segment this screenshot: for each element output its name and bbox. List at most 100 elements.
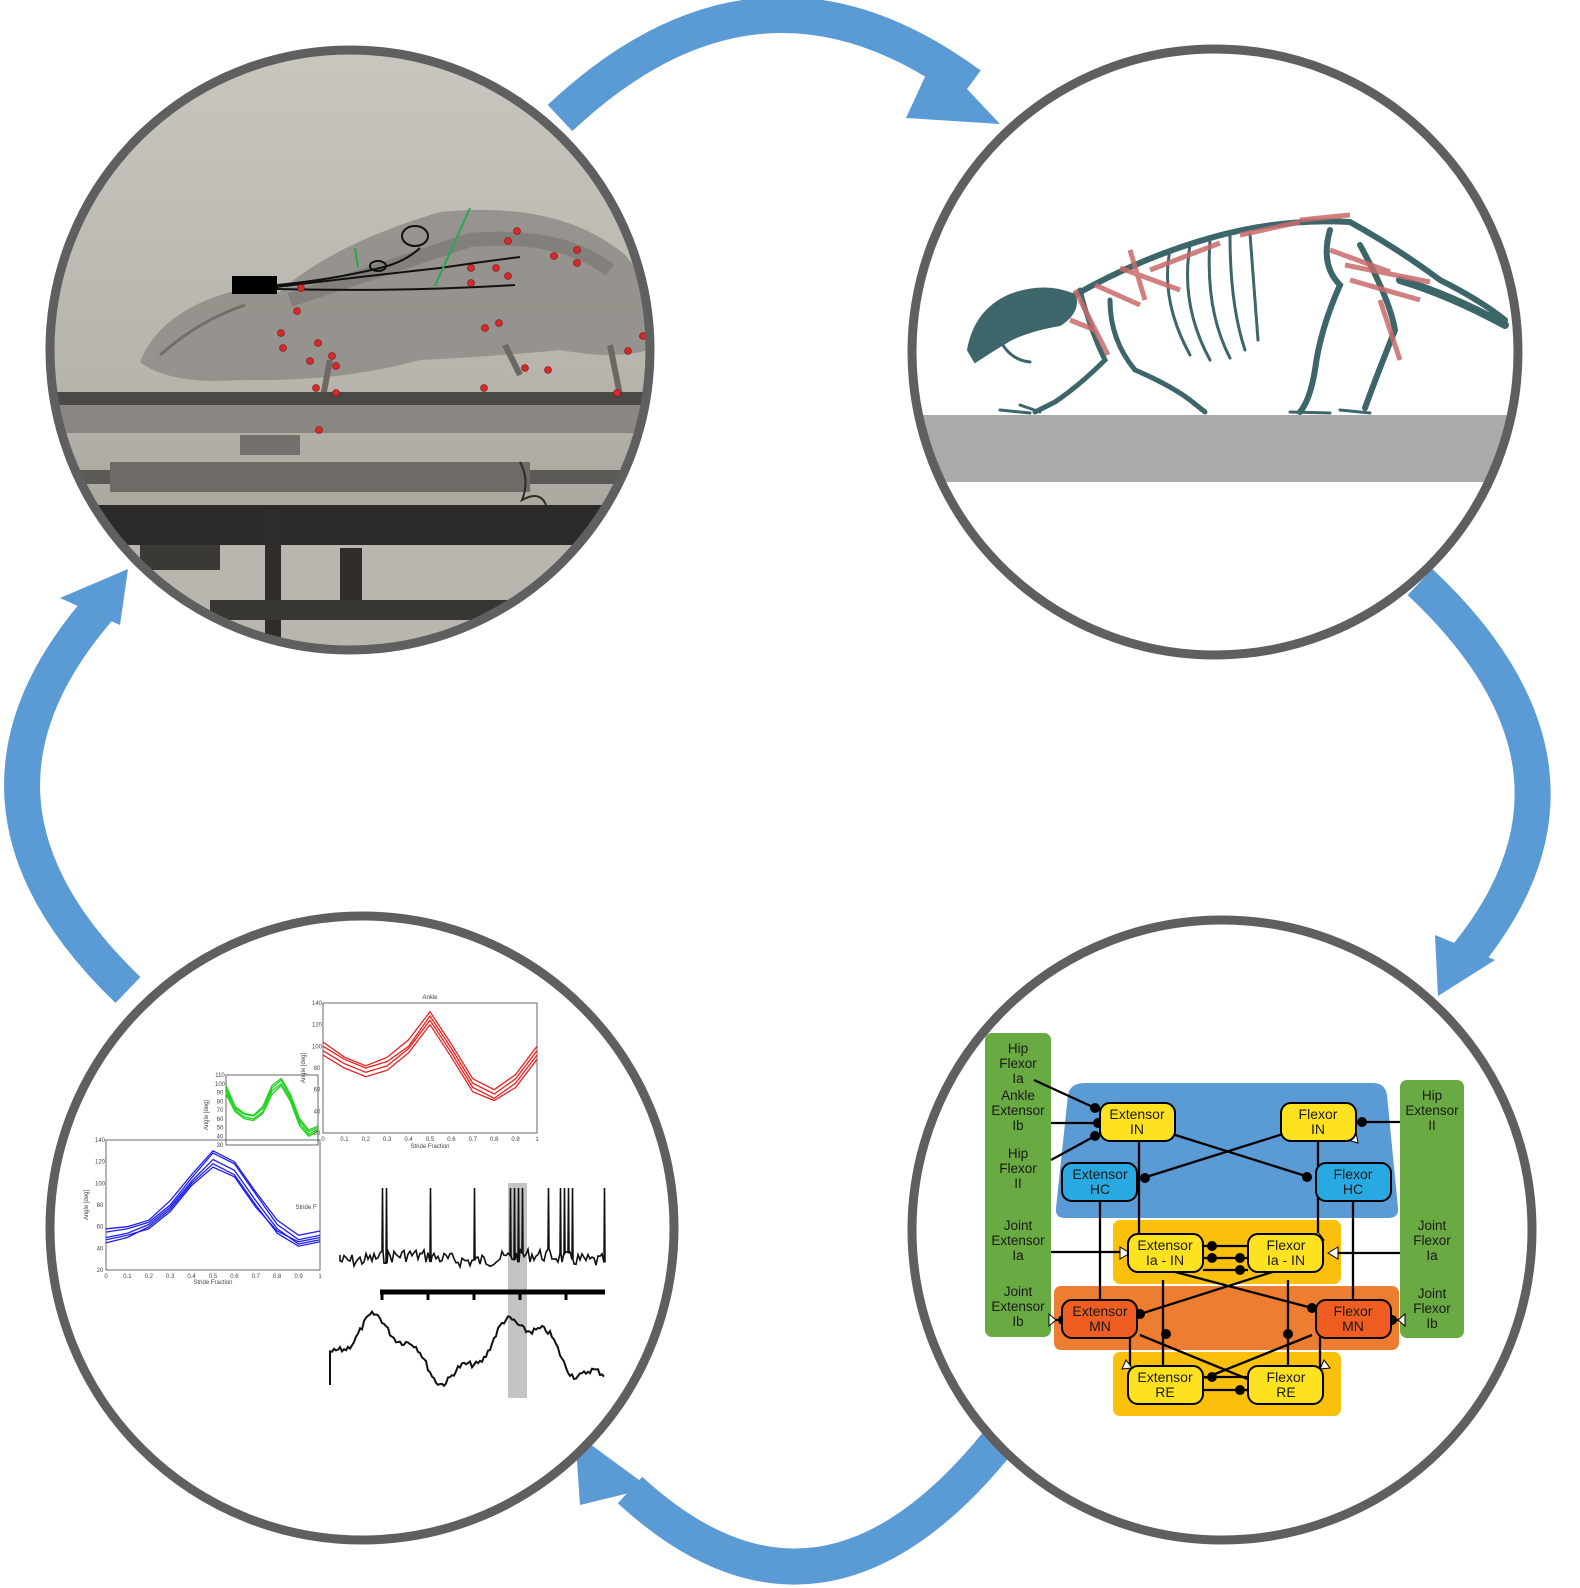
series-line-0 <box>225 1082 319 1136</box>
y-tick-label: 60 <box>217 1117 224 1123</box>
x-tick-label: 0.3 <box>383 1137 392 1143</box>
x-tick-label: 0.8 <box>490 1137 499 1143</box>
node-label: Extensor <box>1137 1237 1193 1253</box>
series-line-1 <box>322 1019 538 1100</box>
input-label: Extensor <box>1405 1103 1459 1118</box>
input-label: Extensor <box>991 1233 1045 1248</box>
x-tick-label: 0.5 <box>209 1274 218 1280</box>
y-tick-label: 100 <box>312 1044 323 1050</box>
input-label: Joint <box>1004 1284 1033 1299</box>
y-tick-label: 40 <box>217 1134 224 1140</box>
x-tick-label: 0.2 <box>145 1274 154 1280</box>
node-label: Ia - IN <box>1267 1252 1305 1268</box>
right-input-labels: Hip Extensor II Joint Flexor Ia Joint Fl… <box>1405 1088 1459 1331</box>
blue-xlabel: Stride Fraction <box>193 1280 232 1286</box>
input-label: Flexor <box>1413 1301 1451 1316</box>
x-tick-label: 0.9 <box>294 1274 303 1280</box>
y-tick-label: 40 <box>314 1109 321 1115</box>
y-tick-label: 100 <box>215 1082 226 1088</box>
y-tick-label: 80 <box>97 1203 104 1209</box>
y-tick-label: 60 <box>314 1088 321 1094</box>
rat-skeleton-icon <box>966 218 1509 415</box>
node-label: Extensor <box>1137 1369 1193 1385</box>
x-tick-label: 1 <box>318 1274 322 1280</box>
input-label: Flexor <box>1413 1233 1451 1248</box>
y-tick-label: 50 <box>217 1126 224 1132</box>
skeleton-panel <box>907 44 1523 660</box>
node-extensor-ia-in: Extensor Ia - IN <box>1127 1233 1204 1273</box>
series-line-3 <box>322 1023 538 1102</box>
plot-blue: 0 0.1 0.2 0.3 0.4 0.5 0.6 0.7 0.8 0.9 1 140 120 100 80… <box>84 1138 322 1286</box>
node-label: Ia - IN <box>1146 1252 1184 1268</box>
x-tick-label: 0.6 <box>447 1137 456 1143</box>
ground-plane <box>912 415 1518 482</box>
series-line-0 <box>322 1014 538 1095</box>
arrow-left <box>4 569 141 1003</box>
marker-dots <box>277 227 647 434</box>
y-tick-label: 120 <box>312 1023 323 1029</box>
y-tick-label: 20 <box>97 1268 104 1274</box>
input-label: Hip <box>1008 1041 1028 1056</box>
left-afferent-bar <box>985 1033 1051 1337</box>
network-panel: Extensor IN Flexor IN Extensor HC Flexor… <box>907 915 1537 1545</box>
input-label: Joint <box>1418 1218 1447 1233</box>
node-extensor-in: Extensor IN <box>1099 1102 1176 1142</box>
x-tick-label: 0.1 <box>340 1137 349 1143</box>
node-label: IN <box>1311 1121 1325 1137</box>
x-tick-label: 0.9 <box>511 1137 520 1143</box>
input-label: Joint <box>1418 1286 1447 1301</box>
ankle-title: Ankle <box>422 995 438 1001</box>
node-label: Flexor <box>1334 1303 1373 1319</box>
x-tick-label: 0.7 <box>252 1274 261 1280</box>
input-label: Ia <box>1012 1248 1024 1263</box>
x-tick-label: 0.8 <box>273 1274 282 1280</box>
blue-series <box>105 1149 321 1247</box>
node-extensor-hc: Extensor HC <box>1061 1162 1138 1202</box>
y-tick-label: 90 <box>217 1091 224 1097</box>
node-flexor-ia-in: Flexor Ia - IN <box>1247 1233 1324 1273</box>
node-label: RE <box>1276 1384 1295 1400</box>
series-line-3 <box>225 1077 319 1131</box>
node-label: MN <box>1089 1318 1111 1334</box>
node-label: IN <box>1130 1121 1144 1137</box>
green-xlabel: Stride F <box>295 1205 316 1211</box>
node-label: Flexor <box>1334 1166 1373 1182</box>
series-line-2 <box>225 1084 319 1138</box>
y-tick-label: 80 <box>217 1099 224 1105</box>
mn-region <box>1054 1286 1399 1350</box>
red-xlabel: Stride Fraction <box>410 1144 449 1150</box>
x-tick-label: 0 <box>321 1137 325 1143</box>
y-tick-label: 140 <box>312 1001 323 1007</box>
node-label: MN <box>1342 1318 1364 1334</box>
y-tick-label: 70 <box>217 1108 224 1114</box>
y-tick-label: 80 <box>314 1066 321 1072</box>
input-label: Flexor <box>999 1161 1037 1176</box>
x-tick-label: 0.7 <box>469 1137 478 1143</box>
x-tick-label: 0 <box>104 1274 108 1280</box>
node-label: Extensor <box>1072 1303 1128 1319</box>
input-label: Ib <box>1426 1316 1437 1331</box>
input-label: II <box>1428 1118 1436 1133</box>
input-label: Joint <box>1004 1218 1033 1233</box>
input-label: Extensor <box>991 1103 1045 1118</box>
input-label: II <box>1014 1176 1022 1191</box>
input-label: Flexor <box>999 1056 1037 1071</box>
green-ylabel: Angle [deg] <box>204 1099 210 1130</box>
xray-panel <box>45 45 655 655</box>
x-tick-label: 0.2 <box>362 1137 371 1143</box>
xray-rat-icon <box>50 50 650 650</box>
y-tick-label: 20 <box>314 1131 321 1137</box>
x-tick-label: 0.4 <box>187 1274 196 1280</box>
right-afferent-bar <box>1400 1080 1464 1338</box>
plot-red: 0 0.1 0.2 0.3 0.4 0.5 0.6 0.7 0.8 0.9 1 140 120 100 80… <box>301 995 539 1150</box>
cycle-arrows <box>4 0 1551 1585</box>
blue-ylabel: Angle [deg] <box>84 1189 90 1220</box>
x-tick-label: 0.4 <box>404 1137 413 1143</box>
x-tick-label: 0.1 <box>123 1274 132 1280</box>
red-series <box>322 1010 538 1102</box>
node-flexor-mn: Flexor MN <box>1315 1299 1392 1339</box>
input-label: Extensor <box>991 1299 1045 1314</box>
node-label: Extensor <box>1072 1166 1128 1182</box>
x-tick-label: 1 <box>535 1137 539 1143</box>
y-tick-label: 60 <box>97 1225 104 1231</box>
